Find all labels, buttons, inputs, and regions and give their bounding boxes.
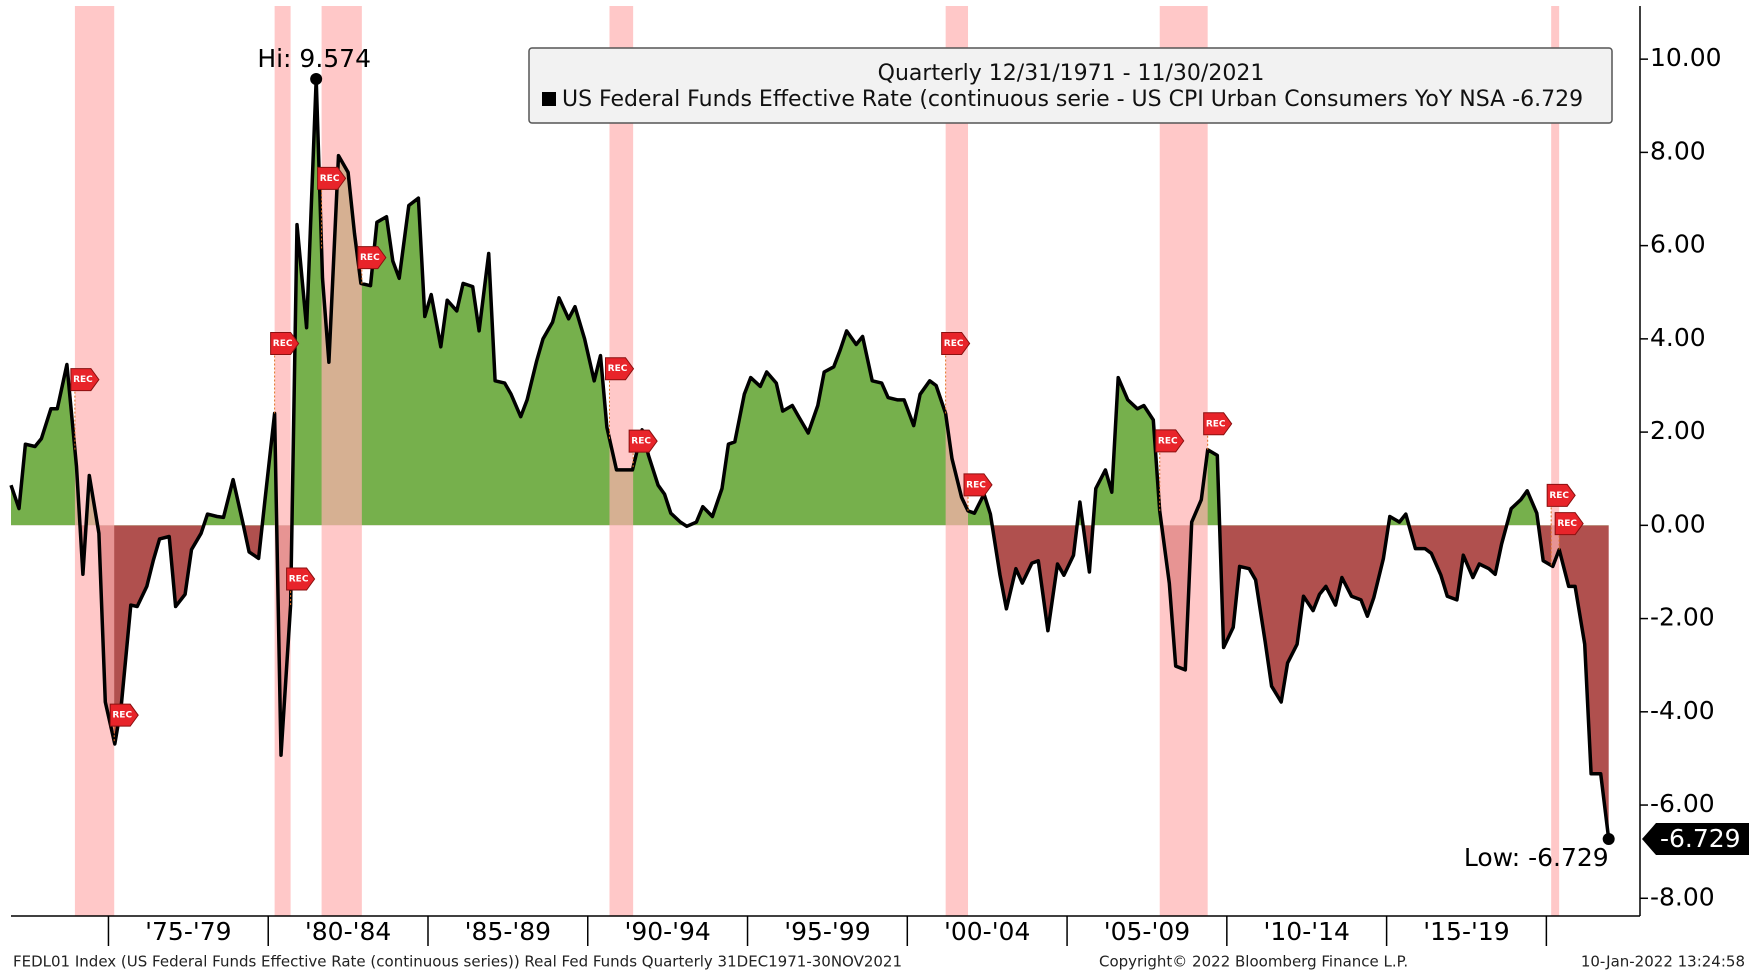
rec-flag [963, 473, 993, 497]
hi-marker [310, 73, 323, 86]
rec-flag-label: REC [966, 480, 986, 490]
rec-flag [1203, 412, 1233, 436]
y-tick-label: 0.00 [1650, 509, 1706, 538]
rec-flag [357, 246, 387, 270]
rec-flag-label: REC [1206, 419, 1226, 429]
y-tick-label: 6.00 [1650, 230, 1706, 259]
negative-area [79, 525, 1609, 839]
rec-flag [109, 703, 139, 727]
rec-flag-label: REC [1557, 519, 1577, 529]
axis-layer: 10.00 8.00 6.00 4.00 2.00 0.00 -2.00 -4.00 -6.00… [11, 6, 1749, 946]
legend-swatch [542, 92, 556, 106]
footer-copyright: Copyright© 2022 Bloomberg Finance L.P. [1099, 953, 1408, 971]
recession-band [321, 6, 362, 916]
rec-flag [628, 429, 658, 453]
rec-flag-label: REC [273, 339, 293, 349]
low-label: Low: -6.729 [1464, 843, 1609, 872]
recession-band [1551, 6, 1560, 916]
rec-flag-label: REC [1158, 436, 1178, 446]
y-tick-label: 10.00 [1650, 43, 1722, 72]
x-tick-label: '85-'89 [465, 917, 551, 946]
x-tick-label: '10-'14 [1264, 917, 1350, 946]
low-marker [1602, 833, 1615, 846]
legend-entry: US Federal Funds Effective Rate (continu… [562, 87, 1583, 112]
positive-area [11, 79, 1609, 526]
y-tick-label: -4.00 [1650, 696, 1715, 725]
rec-flag-label: REC [608, 364, 628, 374]
rec-flag [604, 357, 635, 381]
rec-flag-label: REC [944, 339, 964, 349]
hi-label: Hi: 9.574 [257, 44, 371, 73]
x-tick-label: '95-'99 [784, 917, 870, 946]
last-value-label: -6.729 [1660, 824, 1741, 853]
rec-flag-label: REC [1549, 491, 1569, 501]
rec-flag [1554, 512, 1584, 536]
last-value-tag [1642, 823, 1749, 856]
recession-band [609, 6, 634, 916]
area-layer [11, 79, 1609, 839]
y-tick-label: 2.00 [1650, 416, 1706, 445]
x-tick-label: '80-'84 [305, 917, 391, 946]
line-layer: REC REC REC REC REC REC REC REC REC REC REC REC REC R… [9, 44, 1615, 872]
rec-flag [286, 567, 316, 591]
footer-date: 10-Jan-2022 13:24:58 [1581, 953, 1745, 971]
y-tick-label: 8.00 [1650, 136, 1706, 165]
rec-flag [941, 331, 971, 355]
rec-flag-label: REC [631, 437, 651, 447]
x-tick-label: '05-'09 [1104, 917, 1190, 946]
rec-flag [317, 166, 347, 190]
recession-band [74, 6, 115, 916]
y-tick-label: -6.00 [1650, 789, 1715, 818]
y-tick-label: -8.00 [1650, 882, 1715, 911]
rec-flag [270, 331, 300, 355]
y-tick-label: 4.00 [1650, 323, 1706, 352]
footer-left: FEDL01 Index (US Federal Funds Effective… [13, 953, 902, 971]
x-tick-label: '90-'94 [624, 917, 710, 946]
legend-title: Quarterly 12/31/1971 - 11/30/2021 [878, 61, 1265, 86]
rec-flag [1155, 429, 1185, 453]
rec-flag-label: REC [320, 174, 340, 184]
rec-flag-label: REC [360, 253, 380, 263]
rec-flag-label: REC [73, 375, 93, 385]
line [9, 77, 1611, 840]
rec-flag [1546, 483, 1576, 507]
recession-band [1159, 6, 1208, 916]
rec-flag-label: REC [112, 711, 132, 721]
rec-flag [70, 368, 100, 392]
y-tick-label: -2.00 [1650, 603, 1715, 632]
legend-box [528, 47, 1613, 124]
x-tick-label: '15-'19 [1423, 917, 1509, 946]
rec-flag-label: REC [289, 575, 309, 585]
recession-band [945, 6, 969, 916]
x-tick-label: '75-'79 [145, 917, 231, 946]
x-tick-label: '00-'04 [944, 917, 1030, 946]
